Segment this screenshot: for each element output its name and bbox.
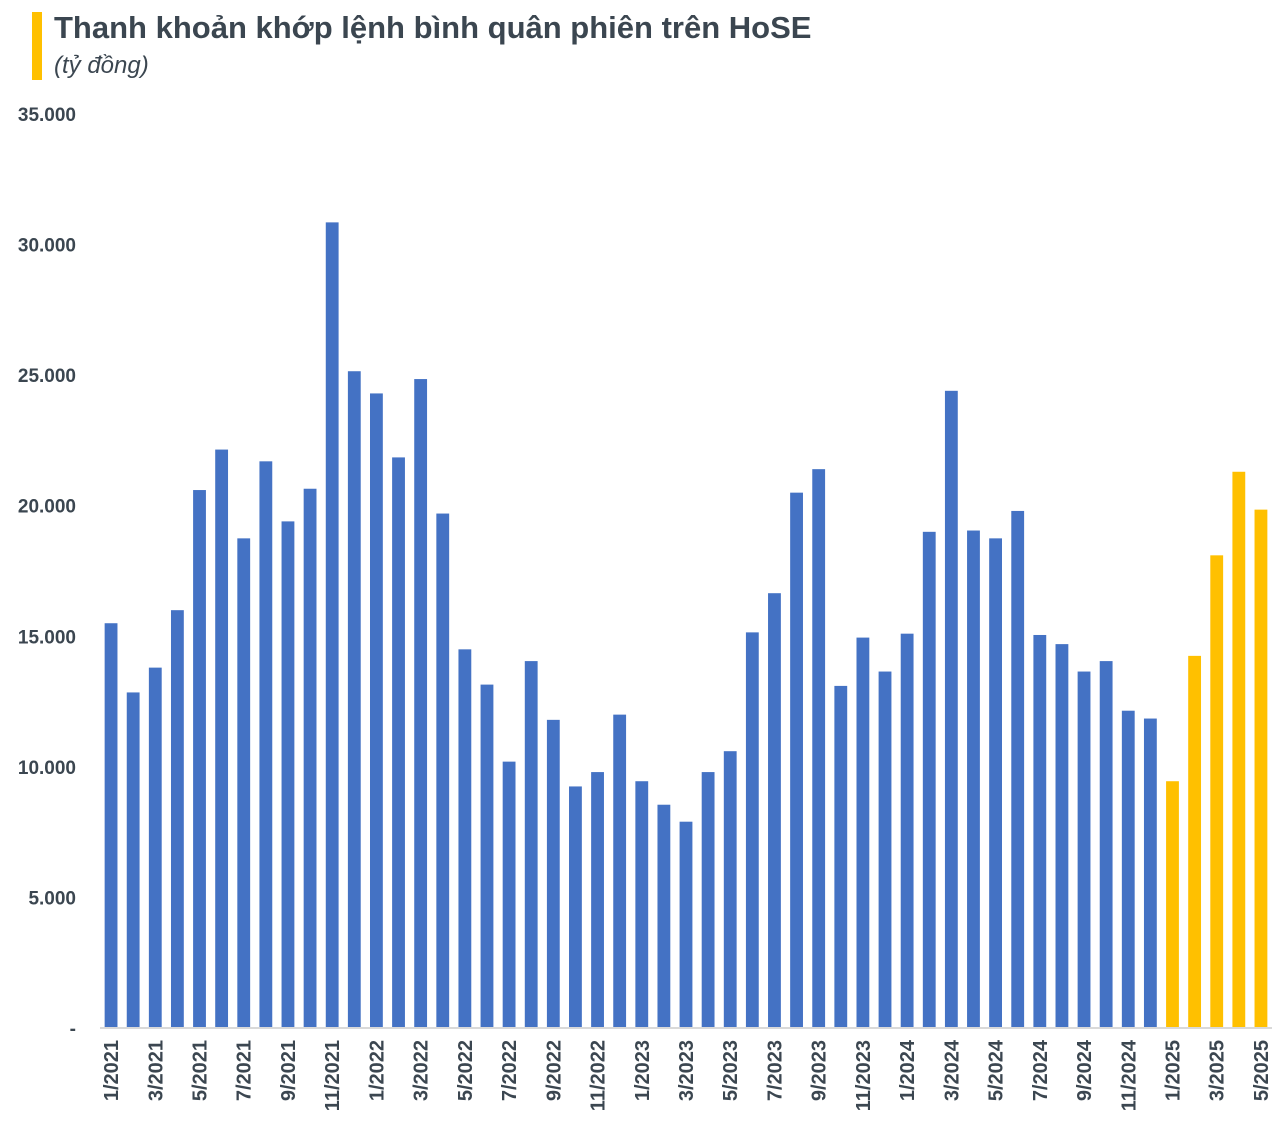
y-tick-label: - <box>70 1019 76 1040</box>
x-tick-label: 5/2021 <box>190 1040 212 1101</box>
bar-8-2022 <box>524 661 538 1028</box>
bar-1-2024 <box>900 633 914 1028</box>
bar-4-2022 <box>436 513 450 1028</box>
x-axis: 1/2021 3/2021 5/2021 7/2021 9/2021 11/2021 1/2… <box>101 1039 1273 1111</box>
x-tick-label: 3/2024 <box>941 1039 963 1101</box>
x-tick-label: 9/2022 <box>543 1040 565 1101</box>
y-tick-label: 25.000 <box>18 366 76 387</box>
bar-9-2023 <box>812 469 826 1028</box>
x-tick-label: 1/2022 <box>366 1040 388 1101</box>
bar-11-2021 <box>325 222 339 1029</box>
x-tick-label: 9/2021 <box>278 1040 300 1101</box>
bar-5-2025 <box>1254 509 1268 1028</box>
bar-10-2024 <box>1099 661 1113 1028</box>
y-tick-label: 15.000 <box>18 627 76 648</box>
bar-6-2023 <box>745 632 759 1028</box>
bar-12-2023 <box>878 671 892 1028</box>
bar-5-2024 <box>989 538 1002 1028</box>
x-tick-label: 3/2021 <box>145 1040 167 1101</box>
bar-9-2024 <box>1077 671 1091 1028</box>
bar-10-2021 <box>303 488 317 1028</box>
bar-3-2024 <box>944 390 958 1029</box>
bar-8-2023 <box>790 492 803 1029</box>
bar-8-2021 <box>259 461 273 1028</box>
x-tick-label: 1/2023 <box>632 1040 654 1101</box>
bars <box>104 222 1268 1029</box>
bar-3-2023 <box>679 821 693 1028</box>
title-accent-bar <box>32 12 42 80</box>
bar-2-2025 <box>1188 655 1202 1028</box>
x-tick-label: 5/2024 <box>986 1039 1008 1101</box>
y-tick-label: 5.000 <box>28 888 76 909</box>
bar-5-2022 <box>458 649 472 1028</box>
x-tick-label: 5/2025 <box>1251 1040 1273 1101</box>
bar-10-2022 <box>569 786 582 1028</box>
bar-1-2023 <box>635 781 649 1028</box>
bar-1-2025 <box>1166 781 1179 1028</box>
bar-3-2022 <box>414 379 428 1028</box>
y-tick-label: 10.000 <box>18 758 76 779</box>
chart-title: Thanh khoản khớp lệnh bình quân phiên tr… <box>54 10 812 45</box>
bar-7-2021 <box>237 538 251 1028</box>
x-tick-label: 1/2024 <box>897 1039 919 1101</box>
x-tick-label: 11/2021 <box>322 1040 344 1111</box>
bar-11-2022 <box>591 772 604 1028</box>
bar-12-2024 <box>1143 718 1157 1028</box>
bar-4-2025 <box>1232 471 1246 1028</box>
x-tick-label: 9/2023 <box>809 1040 831 1101</box>
x-tick-label: 7/2022 <box>499 1040 521 1101</box>
bar-2-2022 <box>392 457 405 1029</box>
bar-2-2023 <box>657 804 671 1028</box>
bar-1-2021 <box>104 623 118 1028</box>
x-tick-label: 5/2022 <box>455 1040 477 1101</box>
bar-5-2021 <box>193 490 206 1028</box>
bar-7-2022 <box>502 761 516 1028</box>
x-tick-label: 3/2025 <box>1207 1040 1229 1101</box>
bar-7-2024 <box>1033 634 1047 1028</box>
bar-11-2024 <box>1121 710 1135 1028</box>
bar-3-2021 <box>148 667 162 1028</box>
bar-5-2023 <box>723 751 737 1028</box>
bar-7-2023 <box>768 593 781 1028</box>
bar-6-2021 <box>215 449 229 1028</box>
x-tick-label: 7/2024 <box>1030 1039 1052 1101</box>
bar-12-2022 <box>613 714 627 1028</box>
bar-3-2025 <box>1210 555 1224 1028</box>
bar-2-2021 <box>126 692 140 1028</box>
bar-6-2024 <box>1011 510 1025 1028</box>
x-tick-label: 11/2023 <box>853 1040 875 1111</box>
x-tick-label: 3/2023 <box>676 1040 698 1101</box>
x-tick-label: 7/2021 <box>234 1040 256 1101</box>
x-tick-label: 1/2025 <box>1162 1040 1184 1101</box>
x-tick-label: 7/2023 <box>764 1040 786 1101</box>
x-tick-label: 11/2024 <box>1118 1039 1140 1111</box>
bar-9-2021 <box>281 521 295 1028</box>
y-axis: - 5.000 10.000 15.000 20.000 25.000 30.000 35.0… <box>18 105 76 1040</box>
bar-10-2023 <box>834 685 848 1028</box>
y-tick-label: 35.000 <box>18 105 76 126</box>
bar-4-2021 <box>170 610 184 1028</box>
bar-8-2024 <box>1055 644 1069 1028</box>
bar-11-2023 <box>856 637 870 1028</box>
bar-9-2022 <box>546 719 560 1028</box>
bar-4-2023 <box>701 772 715 1028</box>
bar-12-2021 <box>347 371 361 1028</box>
bar-1-2022 <box>370 393 383 1028</box>
x-tick-label: 5/2023 <box>720 1040 742 1101</box>
y-tick-label: 30.000 <box>18 236 76 257</box>
x-tick-label: 3/2022 <box>411 1040 433 1101</box>
bar-6-2022 <box>480 684 494 1028</box>
chart-subtitle: (tỷ đồng) <box>54 52 149 79</box>
x-tick-label: 9/2024 <box>1074 1039 1096 1101</box>
bar-4-2024 <box>967 530 980 1028</box>
x-tick-label: 11/2022 <box>588 1040 610 1111</box>
bar-2-2024 <box>922 531 936 1028</box>
x-tick-label: 1/2021 <box>101 1040 123 1101</box>
y-tick-label: 20.000 <box>18 497 76 518</box>
